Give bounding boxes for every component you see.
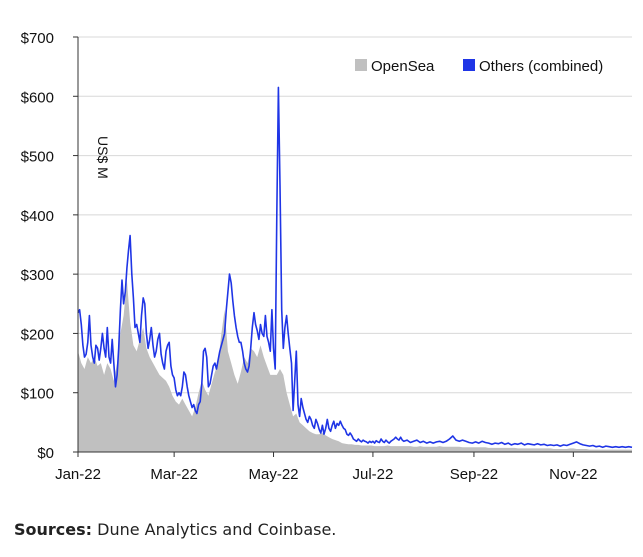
x-tick-label: Jul-22 — [352, 466, 393, 483]
y-tick-label: $100 — [21, 386, 54, 403]
x-tick-label: Mar-22 — [150, 466, 198, 483]
y-tick-label: $600 — [21, 89, 54, 106]
y-tick-label: $500 — [21, 149, 54, 166]
source-text: Dune Analytics and Coinbase. — [92, 520, 337, 539]
x-tick-label: Nov-22 — [549, 466, 597, 483]
gridlines — [78, 36, 632, 394]
y-tick-label: $400 — [21, 208, 54, 225]
legend-label: Others (combined) — [479, 58, 603, 75]
x-tick-label: Jan-22 — [55, 466, 101, 483]
legend-swatch — [463, 59, 475, 71]
source-label: Sources: — [14, 520, 93, 539]
series-area-opensea — [78, 280, 632, 452]
series-group — [77, 86, 633, 452]
legend-label: OpenSea — [371, 58, 435, 75]
legend: OpenSea Others (combined) — [355, 58, 603, 75]
y-tick-label: $200 — [21, 326, 54, 343]
chart: $0 $100 $200 $300 $400 $500 $600 $700 Jan-22 Mar… — [21, 30, 633, 483]
x-tick-label: May-22 — [249, 466, 299, 483]
x-axis-ticks: Jan-22 Mar-22 May-22 Jul-22 Sep-22 Nov-22 — [55, 452, 598, 483]
series-line-others — [77, 86, 633, 449]
y-tick-label: $0 — [37, 445, 54, 462]
x-tick-label: Sep-22 — [450, 466, 498, 483]
legend-swatch — [355, 59, 367, 71]
y-tick-label: $700 — [21, 30, 54, 47]
source-note: Sources: Dune Analytics and Coinbase. — [14, 520, 336, 539]
y-tick-label: $300 — [21, 267, 54, 284]
y-unit-label: US$ M — [95, 136, 111, 179]
y-axis-ticks: $0 $100 $200 $300 $400 $500 $600 $700 — [21, 30, 78, 462]
